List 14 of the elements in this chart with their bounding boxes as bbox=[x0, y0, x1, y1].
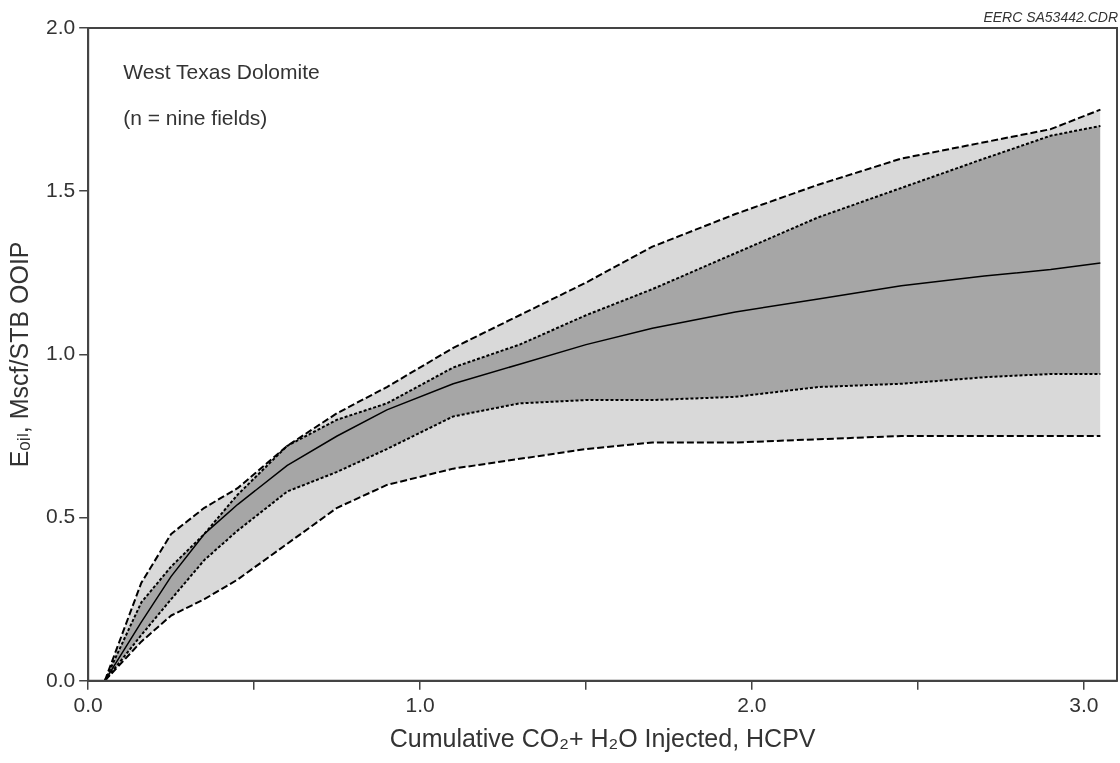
annotation: (n = nine fields) bbox=[123, 105, 268, 129]
y-tick-label: 1.0 bbox=[45, 341, 76, 365]
annotation: West Texas Dolomite bbox=[123, 59, 320, 83]
y-axis-title: Eₒᵢₗ, Mscf/STB OOIP bbox=[4, 241, 33, 468]
text: EERC SA53442.CDR bbox=[983, 8, 1118, 25]
x-tick-label: 0.0 bbox=[73, 693, 103, 717]
x-axis-title: Cumulative CO₂+ H₂O Injected, HCPV bbox=[389, 723, 816, 752]
y-tick-label: 1.5 bbox=[45, 178, 76, 201]
y-tick-label: 0.0 bbox=[45, 667, 76, 691]
x-tick-label: 3.0 bbox=[1069, 693, 1099, 717]
x-tick-label: 2.0 bbox=[737, 693, 767, 717]
y-tick-label: 0.5 bbox=[45, 504, 76, 528]
y-tick-label: 2.0 bbox=[45, 14, 76, 38]
x-tick-label: 1.0 bbox=[405, 693, 435, 717]
